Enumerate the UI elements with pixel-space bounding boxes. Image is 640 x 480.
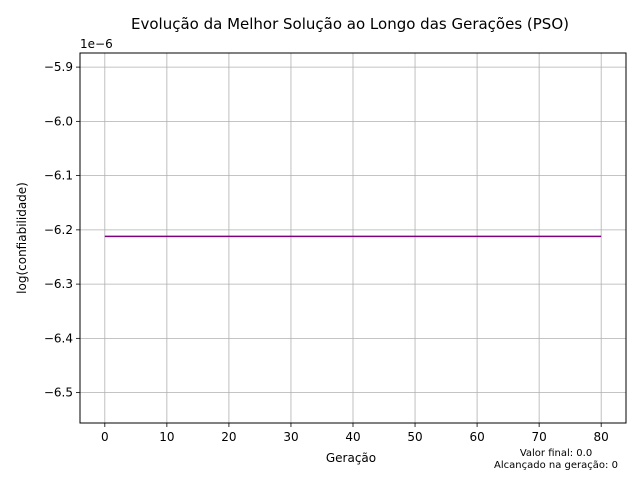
x-axis-label: Geração — [326, 451, 376, 465]
x-tick-label: 50 — [407, 430, 422, 444]
annotation-final-value: Valor final: 0.0 — [520, 448, 592, 459]
y-tick-label: −6.4 — [44, 331, 73, 345]
x-axis-ticks: 0 10 20 30 40 50 60 70 80 — [101, 423, 609, 444]
x-tick-label: 40 — [345, 430, 360, 444]
y-tick-label: −6.0 — [44, 114, 73, 128]
annotation-generation: Alcançado na geração: 0 — [494, 460, 618, 471]
y-tick-label: −6.1 — [44, 169, 73, 183]
x-tick-label: 30 — [283, 430, 298, 444]
chart-title: Evolução da Melhor Solução ao Longo das … — [131, 15, 569, 33]
grid-lines — [80, 53, 626, 423]
y-axis-ticks: −5.9 −6.0 −6.1 −6.2 −6.3 −6.4 −6.5 — [44, 60, 80, 400]
y-tick-label: −6.5 — [44, 386, 73, 400]
x-tick-label: 20 — [221, 430, 236, 444]
y-offset-label: 1e−6 — [80, 37, 113, 51]
x-tick-label: 80 — [594, 430, 609, 444]
x-tick-label: 10 — [159, 430, 174, 444]
y-tick-label: −6.3 — [44, 277, 73, 291]
x-tick-label: 70 — [531, 430, 546, 444]
x-tick-label: 0 — [101, 430, 109, 444]
x-tick-label: 60 — [469, 430, 484, 444]
y-tick-label: −6.2 — [44, 223, 73, 237]
y-tick-label: −5.9 — [44, 60, 73, 74]
y-axis-label: log(confiabilidade) — [15, 182, 29, 294]
